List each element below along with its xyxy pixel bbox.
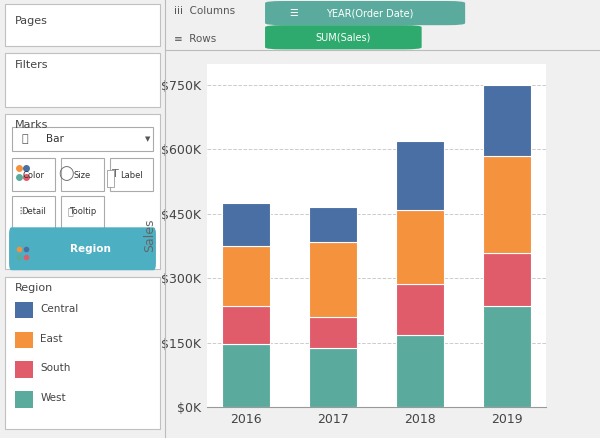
Bar	[309, 208, 357, 242]
Text: ≡  Rows: ≡ Rows	[174, 34, 216, 44]
Text: ◯: ◯	[58, 166, 74, 181]
Text: Central: Central	[40, 304, 79, 314]
Text: 💬: 💬	[68, 207, 74, 216]
FancyBboxPatch shape	[11, 158, 55, 191]
Bar	[15, 302, 33, 318]
Bar	[309, 348, 357, 407]
Y-axis label: Sales: Sales	[143, 219, 156, 252]
Text: Marks: Marks	[15, 120, 48, 130]
Text: iii  Columns: iii Columns	[174, 6, 235, 16]
Text: Tooltip: Tooltip	[69, 207, 96, 216]
FancyBboxPatch shape	[265, 1, 465, 25]
FancyBboxPatch shape	[5, 4, 160, 46]
FancyBboxPatch shape	[61, 158, 104, 191]
Bar	[15, 391, 33, 408]
Text: SUM(Sales): SUM(Sales)	[316, 32, 371, 42]
Bar	[15, 361, 33, 378]
Bar	[396, 141, 444, 211]
Bar	[309, 242, 357, 317]
Text: ▼: ▼	[145, 136, 151, 142]
Bar	[223, 344, 270, 407]
FancyBboxPatch shape	[107, 170, 113, 187]
Text: Size: Size	[74, 171, 91, 180]
Text: East: East	[40, 334, 63, 343]
Bar	[223, 306, 270, 344]
FancyBboxPatch shape	[5, 53, 160, 107]
Bar	[223, 246, 270, 306]
FancyBboxPatch shape	[61, 196, 104, 228]
Text: Filters: Filters	[15, 60, 49, 71]
Bar	[483, 85, 530, 156]
Bar	[396, 284, 444, 335]
Text: 𝄜: 𝄜	[22, 134, 28, 144]
Text: Region: Region	[70, 244, 111, 254]
Bar	[223, 203, 270, 246]
FancyBboxPatch shape	[11, 196, 55, 228]
Bar	[15, 332, 33, 348]
Text: Region: Region	[15, 283, 53, 293]
FancyBboxPatch shape	[9, 227, 156, 270]
Bar	[309, 317, 357, 348]
Text: Detail: Detail	[21, 207, 46, 216]
Bar	[483, 156, 530, 253]
Text: Color: Color	[22, 171, 44, 180]
Text: YEAR(Order Date): YEAR(Order Date)	[326, 8, 413, 18]
FancyBboxPatch shape	[11, 127, 154, 151]
Text: South: South	[40, 364, 71, 373]
Text: Pages: Pages	[15, 16, 48, 26]
Text: Label: Label	[120, 171, 143, 180]
FancyBboxPatch shape	[265, 25, 422, 49]
Bar	[483, 306, 530, 407]
Bar	[396, 211, 444, 284]
Text: Bar: Bar	[46, 134, 64, 144]
FancyBboxPatch shape	[110, 158, 153, 191]
Text: ☰: ☰	[289, 8, 298, 18]
FancyBboxPatch shape	[5, 277, 160, 429]
FancyBboxPatch shape	[5, 114, 160, 269]
Bar	[396, 335, 444, 407]
Text: ⠿: ⠿	[19, 207, 26, 216]
Text: West: West	[40, 393, 66, 403]
Text: T: T	[112, 169, 118, 179]
Bar	[483, 253, 530, 306]
